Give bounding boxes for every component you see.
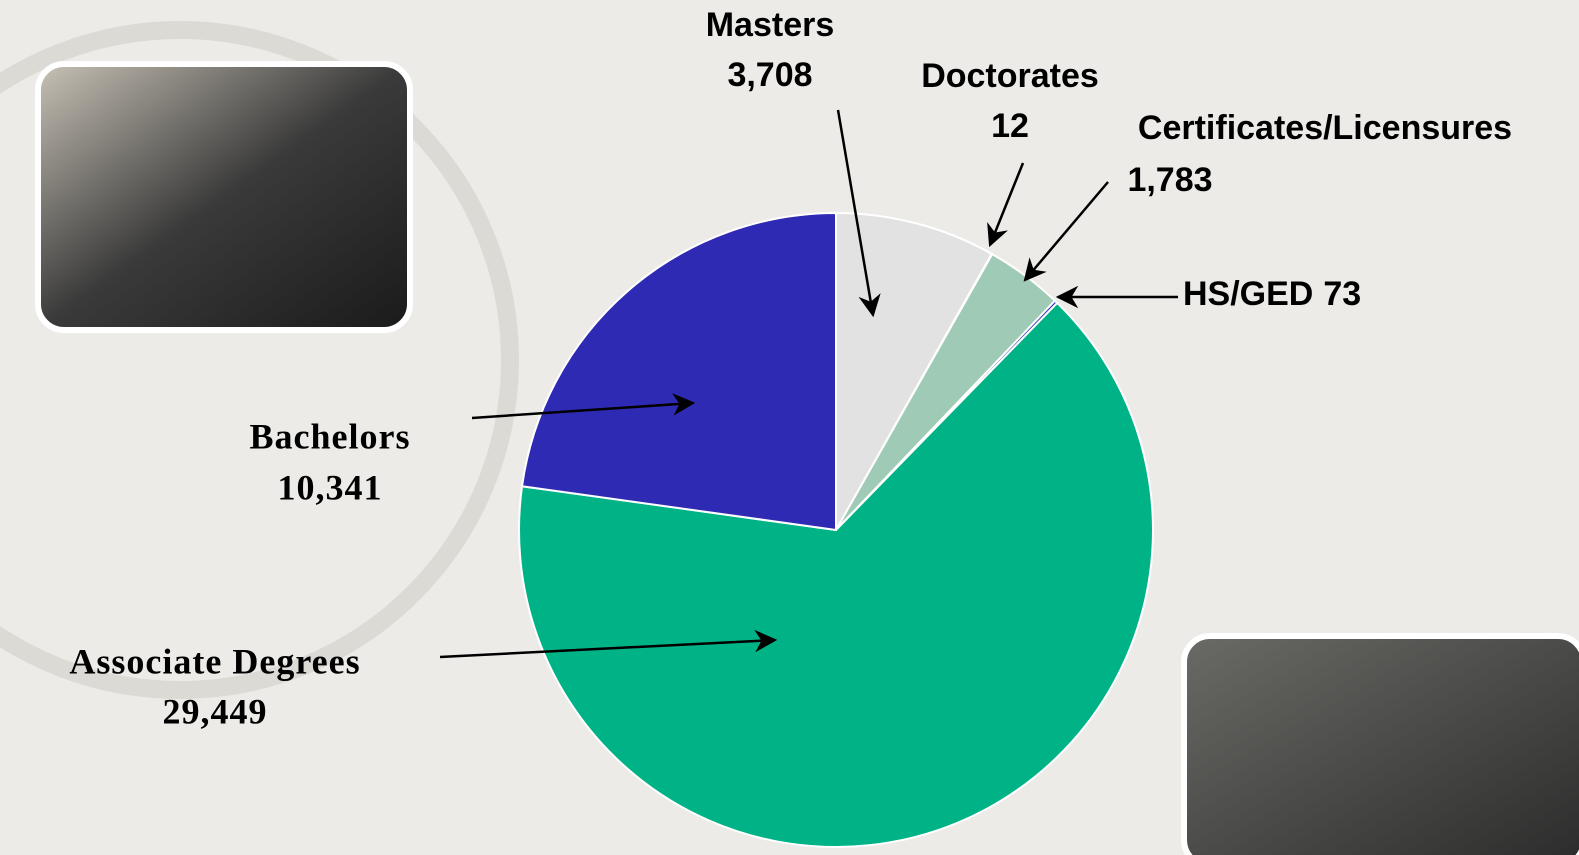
- leader-arrow: [987, 162, 1025, 248]
- pie-slice: [835, 211, 994, 534]
- value-label: 73: [1323, 275, 1361, 313]
- category-name: Certificates/Licensures: [1138, 109, 1512, 147]
- photo: [35, 61, 413, 333]
- leader-arrow: [836, 109, 881, 318]
- photo: [1181, 633, 1579, 855]
- value-label: 3,708: [727, 56, 812, 94]
- leader-arrow: [471, 393, 696, 420]
- value-label: 12: [991, 107, 1029, 145]
- labels: Masters 3,708 Doctorates 12 Certificates/Lic…: [69, 6, 1512, 731]
- pie-slice: [518, 301, 1154, 848]
- value-label: 1,783: [1127, 161, 1212, 199]
- category-name: Associate Degrees: [69, 641, 360, 681]
- slice-label: HS/GED 73: [1183, 275, 1361, 313]
- category-name: Doctorates: [921, 57, 1099, 95]
- pie-slice: [520, 211, 837, 532]
- value-label: 29,449: [163, 691, 268, 731]
- seal-watermark: [0, 21, 519, 699]
- category-name: Bachelors: [250, 416, 411, 456]
- value-label: 10,341: [278, 467, 383, 507]
- leader-arrow: [1023, 181, 1109, 282]
- category-name: HS/GED: [1183, 275, 1313, 313]
- pie: [518, 211, 1154, 848]
- category-name: Masters: [706, 6, 835, 44]
- leader-arrow: [439, 629, 778, 659]
